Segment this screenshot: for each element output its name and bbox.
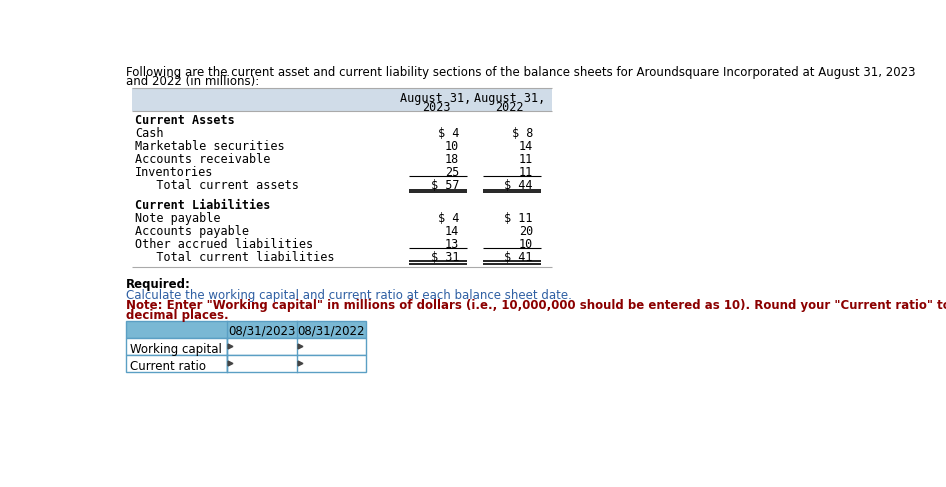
- Text: Accounts receivable: Accounts receivable: [135, 153, 271, 166]
- Text: Other accrued liabilities: Other accrued liabilities: [135, 238, 313, 251]
- Text: 10: 10: [445, 140, 459, 153]
- Text: Calculate the working capital and current ratio at each balance sheet date.: Calculate the working capital and curren…: [126, 289, 572, 301]
- Text: 08/31/2022: 08/31/2022: [298, 325, 365, 338]
- Text: 11: 11: [518, 153, 533, 166]
- Text: 13: 13: [445, 238, 459, 251]
- Text: 2022: 2022: [496, 101, 524, 114]
- Bar: [132, 137, 552, 150]
- Text: Current ratio: Current ratio: [130, 359, 206, 373]
- Bar: [132, 111, 552, 124]
- Text: 08/31/2023: 08/31/2023: [228, 325, 295, 338]
- Bar: [132, 248, 552, 261]
- Text: Required:: Required:: [126, 278, 191, 291]
- Text: Note payable: Note payable: [135, 212, 220, 225]
- Text: $ 11: $ 11: [504, 212, 533, 225]
- Text: $ 44: $ 44: [504, 179, 533, 192]
- Text: $ 41: $ 41: [504, 251, 533, 264]
- Bar: [132, 88, 552, 111]
- Text: August 31,: August 31,: [400, 92, 472, 105]
- Bar: [126, 338, 227, 355]
- Bar: [132, 222, 552, 235]
- Bar: [227, 355, 366, 372]
- Text: Inventories: Inventories: [135, 166, 214, 179]
- Bar: [132, 208, 552, 222]
- Text: 14: 14: [518, 140, 533, 153]
- Text: 10: 10: [518, 238, 533, 251]
- Bar: [132, 163, 552, 176]
- Text: $ 4: $ 4: [438, 212, 459, 225]
- Bar: [132, 124, 552, 137]
- Text: Marketable securities: Marketable securities: [135, 140, 285, 153]
- Text: Note: Enter "Working capital" in millions of dollars (i.e., 10,000,000 should be: Note: Enter "Working capital" in million…: [126, 299, 946, 312]
- Text: 25: 25: [445, 166, 459, 179]
- Text: $ 8: $ 8: [512, 127, 533, 140]
- Bar: [132, 195, 552, 208]
- Bar: [227, 338, 366, 355]
- Text: and 2022 (in millions):: and 2022 (in millions):: [126, 75, 259, 88]
- Text: Working capital: Working capital: [130, 342, 221, 356]
- Bar: [126, 321, 366, 338]
- Text: 20: 20: [518, 225, 533, 238]
- Text: 14: 14: [445, 225, 459, 238]
- Text: 2023: 2023: [422, 101, 450, 114]
- Text: Current Assets: Current Assets: [135, 114, 235, 127]
- Text: decimal places.: decimal places.: [126, 309, 229, 322]
- Text: Total current liabilities: Total current liabilities: [135, 251, 335, 264]
- Text: 18: 18: [445, 153, 459, 166]
- Text: Following are the current asset and current liability sections of the balance sh: Following are the current asset and curr…: [126, 66, 916, 79]
- Bar: [132, 176, 552, 189]
- Text: 11: 11: [518, 166, 533, 179]
- Text: August 31,: August 31,: [474, 92, 545, 105]
- Text: $ 4: $ 4: [438, 127, 459, 140]
- Bar: [132, 235, 552, 248]
- Text: Current Liabilities: Current Liabilities: [135, 199, 271, 211]
- Text: Total current assets: Total current assets: [135, 179, 299, 192]
- Bar: [132, 150, 552, 163]
- Bar: [126, 355, 227, 372]
- Text: Cash: Cash: [135, 127, 164, 140]
- Text: Accounts payable: Accounts payable: [135, 225, 250, 238]
- Text: $ 57: $ 57: [430, 179, 459, 192]
- Text: $ 31: $ 31: [430, 251, 459, 264]
